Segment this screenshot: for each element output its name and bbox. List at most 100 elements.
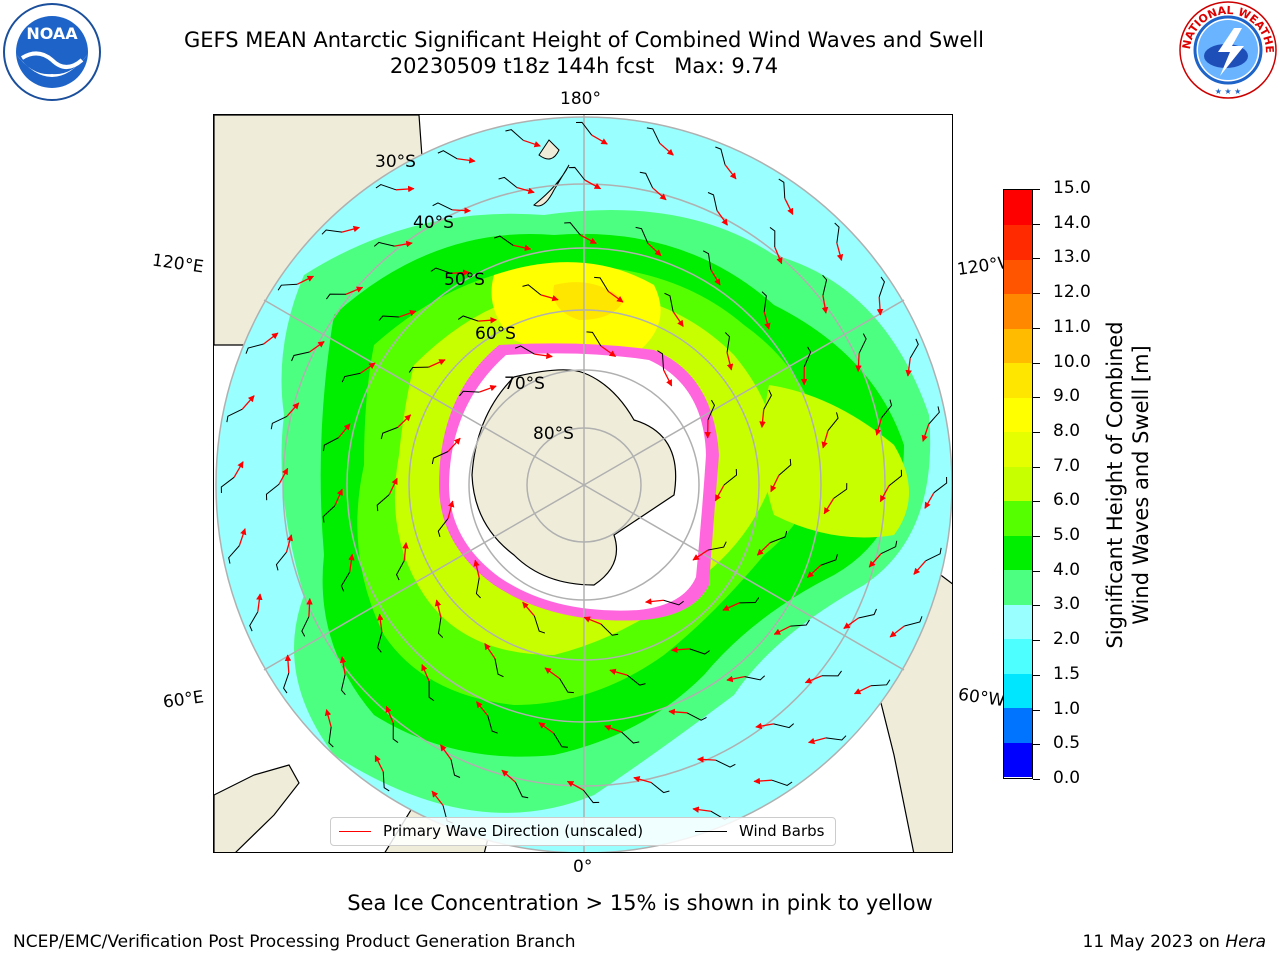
wind-barb (564, 222, 581, 236)
wave-direction-arrow (652, 187, 667, 201)
colorbar-tick-label: 2.0 (1053, 629, 1081, 650)
colorbar-segment (1004, 604, 1032, 640)
wave-direction-arrow (671, 646, 690, 654)
wave-direction-arrow (697, 756, 716, 763)
wave-direction-arrow (263, 332, 279, 345)
wave-direction-arrow (278, 467, 289, 485)
wind-barb (283, 672, 290, 694)
wave-direction-arrow (784, 198, 794, 216)
wind-barb (437, 617, 444, 638)
wind-barb (761, 291, 767, 312)
wind-barb (773, 723, 795, 729)
wave-direction-arrow (889, 625, 905, 638)
colorbar-tick (1033, 189, 1040, 190)
colorbar-tick-label: 1.5 (1053, 663, 1081, 684)
wave-direction-arrow (808, 737, 827, 745)
wave-direction-arrow (428, 359, 446, 368)
lat-label-40s: 40°S (413, 213, 454, 233)
wave-direction-arrow (523, 139, 541, 148)
wave-direction-arrow (759, 409, 766, 428)
wave-direction-arrow (516, 186, 535, 194)
colorbar-segment (1004, 535, 1032, 571)
footer-credit: NCEP/EMC/Verification Post Processing Pr… (13, 932, 576, 952)
wave-direction-arrow (476, 701, 489, 717)
wave-direction-arrow (348, 553, 355, 573)
wind-barb (275, 551, 287, 571)
footer-date-text: 11 May 2023 on (1082, 932, 1226, 952)
map-legend: Primary Wave Direction (unscaled) Wind B… (330, 817, 836, 846)
colorbar-segment (1004, 466, 1032, 502)
wind-barb (771, 779, 793, 786)
wave-direction-arrow (726, 675, 745, 683)
wind-barb (763, 389, 773, 410)
wind-barb (820, 553, 838, 566)
nws-logo: NATIONAL WEATHER SERVICE ★ ★ ★ (1178, 0, 1277, 99)
wind-barb (707, 192, 718, 211)
wave-direction-arrow (540, 294, 559, 302)
lat-label-70s: 70°S (504, 374, 545, 394)
footer-date: 11 May 2023 on Hera (1083, 932, 1267, 952)
wind-barb (909, 338, 919, 359)
colorbar-tick-label: 11.0 (1053, 316, 1091, 337)
wind-barb (870, 679, 891, 687)
graticule (215, 115, 952, 852)
sea-ice-note: Sea Ice Concentration > 15% is shown in … (347, 891, 933, 915)
wave-direction-arrow (256, 593, 263, 612)
wave-direction-arrow (821, 295, 829, 314)
wind-barb (430, 267, 452, 274)
wave-direction-arrow (233, 461, 244, 478)
wind-barb (724, 332, 731, 353)
wave-direction-arrow (633, 776, 652, 784)
wave-direction-arrow (753, 777, 773, 785)
wind-barb (220, 476, 235, 494)
wave-direction-arrow (714, 484, 725, 502)
wind-barb (575, 121, 593, 136)
wind-barb (457, 315, 479, 322)
colorbar-segment (1004, 742, 1032, 778)
wind-barb (664, 292, 674, 312)
colorbar-title-line2: Wind Waves and Swell [m] (1129, 345, 1153, 625)
wave-direction-arrow (421, 664, 430, 682)
colorbar-tick-label: 6.0 (1053, 490, 1081, 511)
wave-direction-arrow (668, 708, 687, 716)
wave-direction-arrow (397, 414, 412, 428)
wave-arrows (220, 121, 948, 824)
wind-barb (514, 781, 529, 799)
wave-direction-arrow (447, 437, 461, 452)
wave-direction-arrow (374, 754, 384, 772)
wind-barb (825, 735, 847, 741)
wave-direction-arrow (440, 744, 452, 760)
wind-barb (834, 222, 840, 244)
colorbar-segment (1004, 500, 1032, 536)
wave-direction-arrow (512, 244, 532, 252)
wave-direction-arrow (501, 769, 516, 783)
wave-direction-arrow (306, 598, 313, 617)
wave-direction-arrow (534, 352, 553, 359)
colorbar-segment (1004, 431, 1032, 467)
colorbar-title-line1: Significant Height of Combined (1103, 321, 1127, 649)
chart-title: GEFS MEAN Antarctic Significant Height o… (183, 28, 985, 52)
wind-barb (790, 619, 810, 627)
wave-direction-arrow (804, 675, 823, 684)
wind-barb (301, 616, 310, 637)
wind-barb (459, 390, 480, 397)
wave-direction-arrow (921, 424, 930, 442)
lon-label-upper-left: 120°E (150, 250, 205, 278)
wind-barb (770, 530, 788, 544)
wave-direction-arrow (644, 598, 664, 605)
wind-barb (707, 399, 715, 421)
wind-barb (858, 333, 867, 354)
wind-barb (277, 283, 298, 291)
colorbar-tick-label: 7.0 (1053, 455, 1081, 476)
wind-barb (226, 408, 243, 423)
wave-direction-arrow (821, 430, 829, 449)
wind-barb (505, 129, 524, 141)
wave-direction-arrow (672, 311, 684, 327)
wind-barb (833, 483, 848, 499)
wind-barb (663, 599, 684, 606)
wave-direction-arrow (544, 667, 560, 679)
wind-barb (650, 782, 670, 794)
wave-direction-arrow (584, 179, 602, 190)
new-zealand-land (533, 164, 570, 207)
wind-barb (568, 166, 586, 181)
